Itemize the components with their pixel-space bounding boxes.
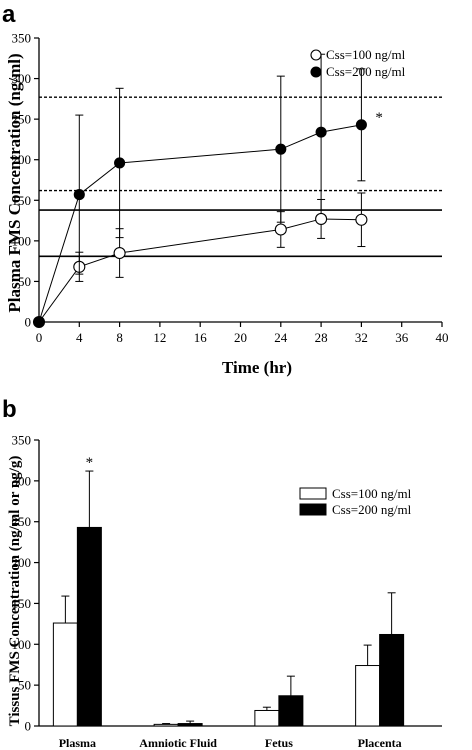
data-point xyxy=(315,126,327,138)
data-point xyxy=(33,316,45,328)
legend-label: Css=100 ng/ml xyxy=(326,47,406,62)
bar xyxy=(355,665,381,727)
y-tick-label: 0 xyxy=(25,315,32,330)
category-label: Placenta xyxy=(358,736,402,750)
significance-annotation: * xyxy=(86,455,94,471)
x-tick-label: 24 xyxy=(274,330,288,345)
data-point xyxy=(315,212,328,225)
data-point xyxy=(274,223,287,236)
legend-marker xyxy=(310,66,322,78)
x-tick-label: 36 xyxy=(395,330,409,345)
y-tick-label: 200 xyxy=(12,555,32,570)
y-tick-label: 0 xyxy=(25,719,32,734)
data-point xyxy=(113,246,126,260)
x-tick-label: 12 xyxy=(153,330,166,345)
legend-label: Css=200 ng/ml xyxy=(326,64,406,79)
x-tick-label: 40 xyxy=(436,330,449,345)
x-tick-label: 20 xyxy=(234,330,247,345)
x-tick-label: 16 xyxy=(194,330,208,345)
panel-a-letter: a xyxy=(2,1,16,28)
significance-annotation: * xyxy=(375,110,383,126)
panel-a-series: * xyxy=(32,53,383,329)
panel-b-letter: b xyxy=(2,396,17,423)
y-tick-label: 350 xyxy=(12,433,32,448)
panel-a-reference-lines xyxy=(39,96,442,258)
y-tick-label: 250 xyxy=(12,514,32,529)
bar xyxy=(153,723,179,727)
y-tick-label: 200 xyxy=(12,152,32,167)
category-label: Plasma xyxy=(59,736,96,750)
y-tick-label: 150 xyxy=(12,596,32,611)
panel-b-bars: Plasma Amniotic Fluid Fetus Placenta * xyxy=(52,455,405,750)
category-label: Amniotic Fluid xyxy=(139,736,217,750)
panel-b-y-axis-title: Tissus FMS Concentration (ng/ml or ng/g) xyxy=(7,456,23,727)
bar xyxy=(76,526,102,727)
category-label: Fetus xyxy=(265,736,293,750)
legend-label: Css=100 ng/ml xyxy=(332,486,412,501)
series-line-1 xyxy=(38,218,362,323)
x-tick-label: 32 xyxy=(355,330,368,345)
x-tick-label: 4 xyxy=(76,330,83,345)
bar xyxy=(52,622,78,727)
panel-b-bar-chart: b Tissus FMS Concentration (ng/ml or ng/… xyxy=(2,396,442,750)
x-tick-label: 8 xyxy=(116,330,123,345)
panel-b-axes: 0 50 100 150 200 250 300 350 xyxy=(12,433,442,734)
y-tick-label: 250 xyxy=(12,112,32,127)
legend-swatch xyxy=(299,487,327,500)
x-tick-label: 0 xyxy=(36,330,43,345)
panel-a-legend: Css=100 ng/ml Css=200 ng/ml xyxy=(310,47,406,79)
panel-a-x-axis-title: Time (hr) xyxy=(222,358,292,377)
panel-a-y-axis-title: Plasma FMS Concentration (ng/ml) xyxy=(5,53,24,312)
y-tick-label: 50 xyxy=(18,274,31,289)
legend-marker xyxy=(310,49,322,61)
y-tick-label: 300 xyxy=(12,473,32,488)
data-point xyxy=(114,157,126,169)
data-point xyxy=(355,119,367,131)
bar xyxy=(177,723,203,727)
series-line-2 xyxy=(38,124,362,323)
y-tick-label: 300 xyxy=(12,71,32,86)
legend-label: Css=200 ng/ml xyxy=(332,502,412,517)
y-tick-label: 100 xyxy=(12,233,32,248)
bar xyxy=(379,633,405,727)
y-tick-label: 50 xyxy=(18,678,31,693)
x-tick-label: 28 xyxy=(315,330,328,345)
legend-swatch xyxy=(299,503,327,516)
panel-a-axes: 0 50 100 150 200 250 300 350 0 4 8 12 16 20 24 28 32 36 40 xyxy=(12,31,449,346)
data-point xyxy=(73,189,85,201)
bar xyxy=(254,709,280,727)
y-tick-label: 350 xyxy=(12,31,32,46)
bar xyxy=(278,695,304,727)
y-tick-label: 100 xyxy=(12,637,32,652)
data-point xyxy=(355,213,368,226)
y-tick-label: 150 xyxy=(12,193,32,208)
panel-a-line-chart: a Plasma FMS Concentration (ng/ml) Time … xyxy=(2,1,449,377)
data-point xyxy=(275,143,287,155)
